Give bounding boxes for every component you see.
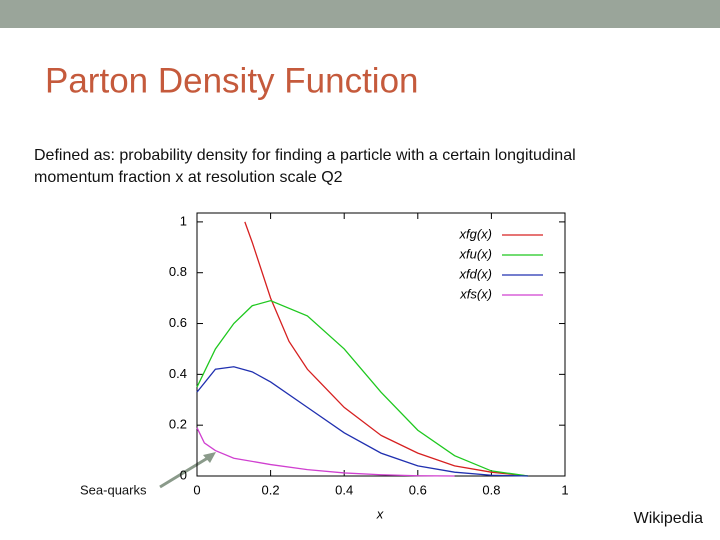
body-text: momentum fraction x at resolution scale …	[34, 169, 343, 186]
plot-frame	[196, 212, 566, 477]
arrow-head	[203, 452, 216, 463]
arrow	[159, 454, 212, 489]
y-tick-label: 0	[180, 467, 187, 482]
x-tick-label: 1	[561, 482, 568, 497]
legend-label: xfu(x)	[459, 246, 493, 261]
y-tick-label: 0.4	[169, 366, 187, 381]
annotation: Sea-quarks	[80, 482, 147, 497]
series-line	[244, 221, 529, 477]
y-tick-label: 1	[180, 213, 187, 228]
x-axis-label: x	[376, 506, 384, 521]
y-tick-label: 0.8	[169, 264, 187, 279]
x-tick-label: 0	[193, 482, 200, 497]
x-tick-label: 0.4	[335, 482, 353, 497]
series-line	[196, 366, 529, 477]
x-tick-label: 0.2	[262, 482, 280, 497]
series-line	[196, 427, 455, 477]
y-tick-label: 0.6	[169, 315, 187, 330]
y-tick-label: 0.2	[169, 417, 187, 432]
body-text: Defined as: probability density for find…	[34, 147, 576, 164]
source: Wikipedia	[634, 510, 703, 527]
x-tick-label: 0.6	[409, 482, 427, 497]
legend-label: xfg(x)	[459, 226, 493, 241]
x-tick-label: 0.8	[482, 482, 500, 497]
legend-label: xfs(x)	[459, 286, 492, 301]
series-line	[196, 299, 529, 477]
top-bar	[0, 0, 720, 28]
legend-label: xfd(x)	[459, 266, 493, 281]
slide-title: Parton Density Function	[45, 61, 419, 100]
